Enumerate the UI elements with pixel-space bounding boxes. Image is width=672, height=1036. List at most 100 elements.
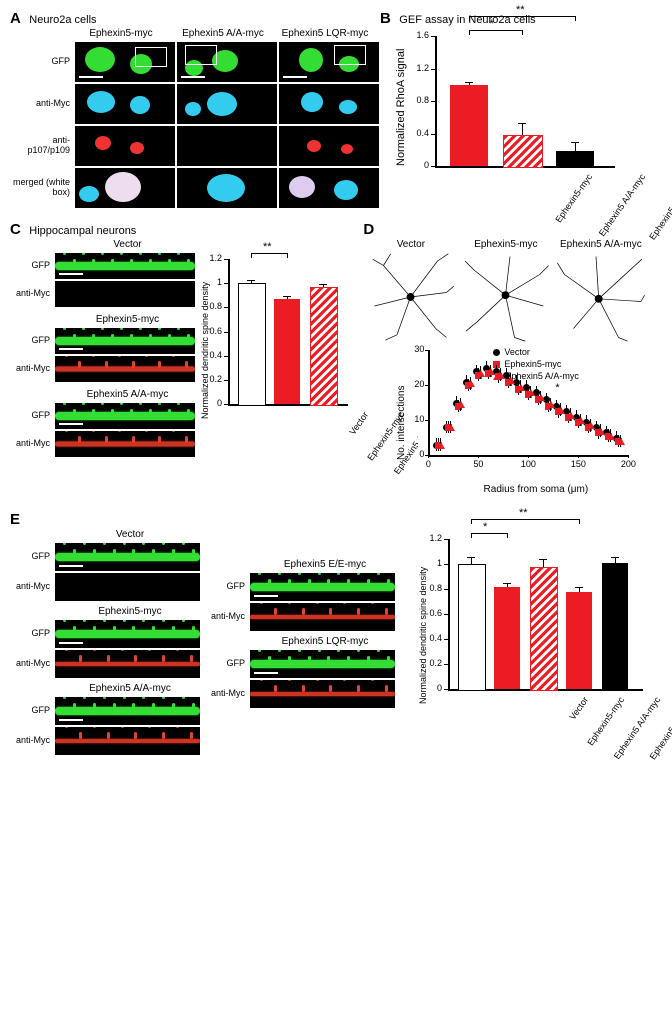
cond-label: Vector [55,529,205,540]
panel-e: E Vector GFP anti-Myc Ephexin5-myc GFP a… [10,511,662,756]
panel-e-cond-4: Ephexin5 LQR-myc GFP anti-Myc [205,636,400,709]
scale-bar [59,423,83,425]
micrograph [279,126,379,166]
panel-c: C Hippocampal neurons Vector GFP anti-My… [10,221,363,495]
ytick-label: 1.2 [414,533,442,543]
scale-bar [59,642,83,644]
dendrite-image [250,573,395,601]
dendrite-image [55,403,195,429]
neuron-trace [363,252,458,342]
panel-a-row-3: merged (white box) [10,167,74,209]
xtick-label: 50 [466,459,490,469]
panel-a-col-0: Ephexin5-myc [70,28,172,39]
channel-label: anti-Myc [10,649,54,679]
scale-bar [283,76,307,78]
ytick-label: 0.8 [401,95,429,105]
bar [458,564,486,691]
channel-label: GFP [10,252,54,280]
data-point [587,422,595,429]
ytick-label: 1.2 [401,63,429,73]
bar [494,587,520,690]
channel-label: anti-Myc [10,726,54,756]
panel-a-col-2: Ephexin5 LQR-myc [274,28,376,39]
channel-label: GFP [10,696,54,726]
xtick-label: Ephexin5-myc [561,695,627,783]
ytick-label: 0.6 [194,326,222,336]
panel-a-grid: GFP [10,41,380,209]
panel-a-row-0: GFP [10,41,74,83]
ytick-label: 30 [402,344,424,354]
panel-d-traces: Vector Ephexin5-myc Ephexin5 A/A-myc [363,239,662,342]
channel-label: GFP [10,327,54,355]
panel-e-images-right: Ephexin5 E/E-myc GFP anti-Myc Ephexin5 L… [205,559,400,756]
ytick-label: 0.4 [194,350,222,360]
significance-marker: * [490,18,494,30]
ytick-label: 0.8 [414,583,442,593]
ytick-label: 0.4 [401,128,429,138]
micrograph [75,42,175,82]
data-point [477,370,485,377]
ytick-label: 10 [402,414,424,424]
channel-label: GFP [10,542,54,572]
data-point [537,394,545,401]
significance-marker: ** [516,4,525,16]
data-point [527,389,535,396]
panel-c-label: C [10,221,21,238]
bar [530,567,558,692]
micrograph [177,84,277,124]
panel-b-label: B [380,10,391,27]
data-point [547,401,555,408]
channel-label: anti-Myc [10,430,54,458]
panel-a-row-1: anti-Myc [10,83,74,125]
cond-label: Ephexin5-myc [55,314,200,325]
dendrite-image [55,650,200,678]
dendrite-image [55,620,200,648]
bar [274,299,300,404]
ytick-label: 20 [402,379,424,389]
bar [238,283,266,406]
ytick-label: 0.8 [194,301,222,311]
data-point [597,428,605,435]
data-point [467,380,475,387]
ytick-label: 0.4 [414,633,442,643]
micrograph [75,168,175,208]
xtick-label: 150 [566,459,590,469]
channel-label: anti-Myc [10,572,54,602]
neuron-trace [553,252,648,342]
cond-label: Vector [55,239,200,250]
ytick-label: 1.2 [194,253,222,263]
dendrite-image [250,603,395,631]
panel-a-row-2: anti-p107/p109 [10,125,74,167]
panel-e-cond-0: Vector GFP anti-Myc [10,529,205,602]
panel-e-cond-3: Ephexin5 E/E-myc GFP anti-Myc [205,559,400,632]
micrograph [279,42,379,82]
data-point [497,372,505,379]
xtick-label: Vector [525,695,591,783]
micrograph [279,168,379,208]
bar [602,563,628,689]
ytick-label: 0 [414,683,442,693]
panel-e-images-left: Vector GFP anti-Myc Ephexin5-myc GFP ant… [10,529,205,756]
dendrite-image [55,328,195,354]
data-point [577,417,585,424]
dendrite-image [55,431,195,457]
micrograph [75,84,175,124]
data-point [557,407,565,414]
dendrite-image [55,281,195,307]
bar [450,85,488,166]
channel-label: GFP [205,649,249,679]
panel-e-cond-1: Ephexin5-myc GFP anti-Myc [10,606,205,679]
panel-a: A Neuro2a cells Ephexin5-myc Ephexin5 A/… [10,10,380,209]
significance-marker: * [555,382,559,394]
panel-c-cond-1: Ephexin5-myc GFP anti-Myc [10,314,200,383]
ytick-label: 1 [414,558,442,568]
micrograph [177,42,277,82]
xtick-label: Ephexin5 A/A-myc [597,695,663,783]
scale-bar [59,348,83,350]
panel-a-label: A [10,10,21,27]
ytick-label: 1 [194,277,222,287]
panel-e-label: E [10,511,20,528]
scale-bar [59,273,83,275]
micrograph [177,126,277,166]
panel-e-cond-2: Ephexin5 A/A-myc GFP anti-Myc [10,683,205,756]
